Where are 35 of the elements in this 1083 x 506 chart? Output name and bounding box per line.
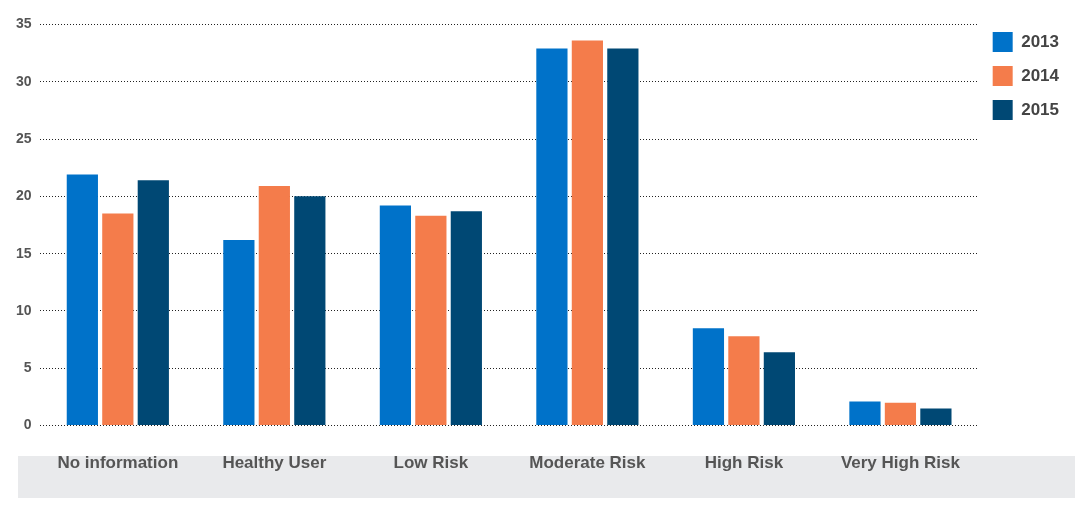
bar (884, 402, 917, 426)
bar (450, 211, 482, 426)
x-tick-label: Healthy User (222, 453, 327, 473)
legend-label: 2013 (1021, 31, 1060, 51)
bar (223, 239, 255, 426)
bar (692, 328, 725, 426)
bar (536, 48, 568, 426)
bar (102, 213, 134, 426)
y-tick-label: 0 (23, 416, 32, 433)
bar (920, 408, 952, 426)
bar (415, 215, 447, 426)
x-tick-label: Very High Risk (840, 453, 961, 473)
bar (607, 48, 639, 426)
bar (137, 180, 169, 426)
bar (728, 336, 760, 426)
bar (66, 174, 98, 426)
y-tick-label: 5 (23, 359, 32, 376)
bar (571, 40, 603, 426)
bar (849, 401, 881, 426)
bar (258, 186, 290, 426)
bar (294, 196, 326, 426)
y-tick-label: 15 (15, 244, 32, 261)
y-tick-label: 20 (15, 187, 32, 204)
x-tick-label: High Risk (704, 453, 784, 473)
x-tick-label: No information (57, 453, 179, 473)
x-tick-label: Low Risk (393, 453, 469, 473)
y-tick-label: 25 (15, 129, 32, 146)
y-tick-label: 10 (15, 301, 32, 318)
bar (763, 352, 795, 426)
y-tick-label: 35 (15, 15, 32, 32)
legend-label: 2015 (1021, 99, 1060, 119)
x-tick-label: Moderate Risk (529, 453, 647, 473)
legend-label: 2014 (1021, 65, 1060, 85)
y-tick-label: 30 (15, 72, 32, 89)
bar (379, 205, 411, 426)
